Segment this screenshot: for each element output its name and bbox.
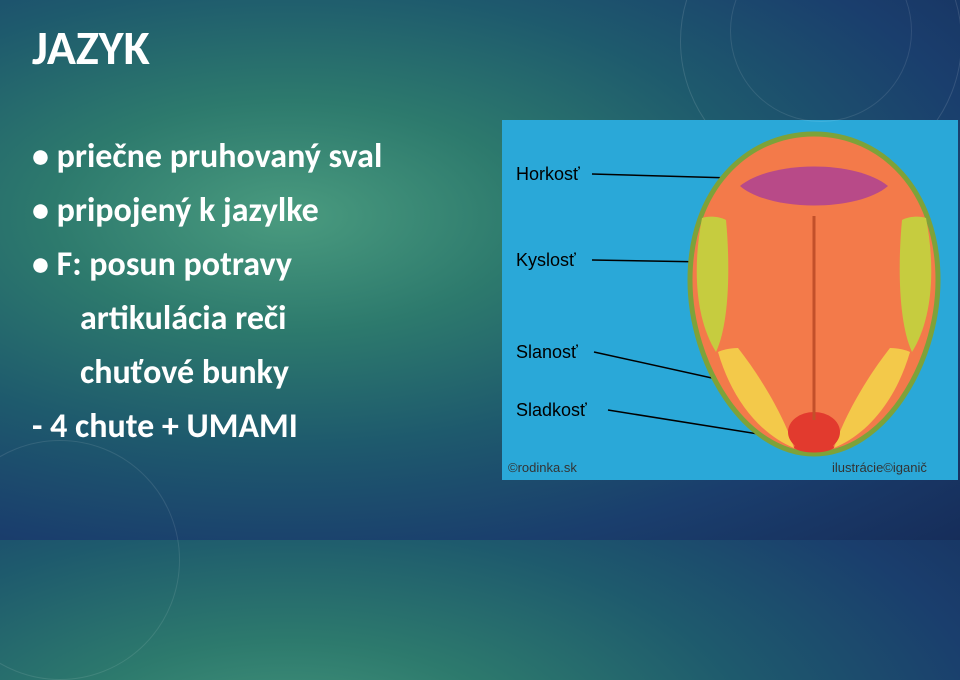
list-item: • priečne pruhovaný sval	[32, 130, 382, 184]
label-slanost: Slanosť	[516, 342, 578, 363]
bullet-text: artikulácia reči	[80, 298, 287, 339]
bullet-text: pripojený k jazylke	[57, 190, 319, 231]
list-item: chuťové bunky	[32, 346, 382, 400]
bullet-text: priečne pruhovaný sval	[57, 136, 383, 177]
decor-circle	[0, 440, 180, 680]
list-item: • F: posun potravy	[32, 238, 382, 292]
bullet-text: chuťové bunky	[80, 352, 289, 393]
label-kyslost: Kyslosť	[516, 250, 576, 271]
list-item: artikulácia reči	[32, 292, 382, 346]
label-horkost: Horkosť	[516, 164, 580, 185]
list-item: - 4 chute + UMAMI	[32, 400, 382, 454]
list-item: • pripojený k jazylke	[32, 184, 382, 238]
page-title: JAZYK	[32, 18, 150, 77]
bullet-list: • priečne pruhovaný sval • pripojený k j…	[32, 130, 382, 454]
label-sladkost: Sladkosť	[516, 400, 587, 421]
bullet-text: - 4 chute + UMAMI	[32, 406, 298, 447]
credit-right: ilustrácie©iganič	[832, 460, 927, 475]
bullet-text: F: posun potravy	[57, 244, 292, 285]
tongue-diagram: Horkosť Kyslosť Slanosť Sladkosť ©rodink…	[502, 120, 958, 480]
credit-left: ©rodinka.sk	[508, 460, 577, 475]
